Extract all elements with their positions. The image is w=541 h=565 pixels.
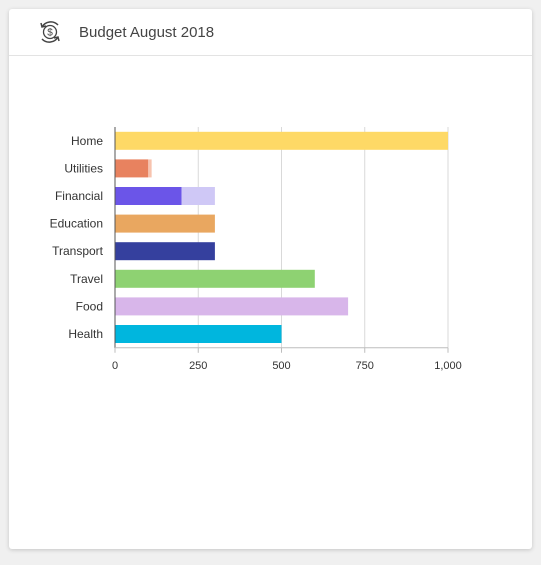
bar-travel [115, 269, 315, 288]
x-tick-label: 1,000 [434, 360, 462, 372]
category-label: Food [76, 299, 103, 313]
category-label: Transport [52, 244, 104, 258]
x-tick-label: 250 [189, 360, 207, 372]
category-label: Travel [70, 272, 103, 286]
x-tick-label: 750 [356, 360, 374, 372]
category-label: Utilities [64, 161, 103, 175]
bar-transport [115, 242, 215, 261]
category-label: Financial [55, 189, 103, 203]
svg-text:$: $ [47, 28, 53, 39]
bar-health [115, 325, 282, 343]
category-label: Health [68, 327, 103, 341]
category-label: Education [50, 217, 103, 231]
bar-utilities [115, 159, 149, 178]
bar-utilities-segment-2 [148, 159, 152, 178]
bar-financial [115, 187, 182, 205]
card-header: $ Budget August 2018 [9, 9, 532, 56]
card-title: Budget August 2018 [79, 23, 215, 41]
category-label: Home [71, 134, 103, 148]
x-tick-label: 500 [272, 360, 290, 372]
x-tick-label: 0 [112, 360, 118, 372]
bar-education [115, 214, 215, 233]
bar-food [115, 297, 349, 316]
bar-financial-segment-2 [181, 187, 215, 205]
dollar-cycle-icon: $ [37, 19, 63, 45]
bar-home [115, 131, 448, 150]
